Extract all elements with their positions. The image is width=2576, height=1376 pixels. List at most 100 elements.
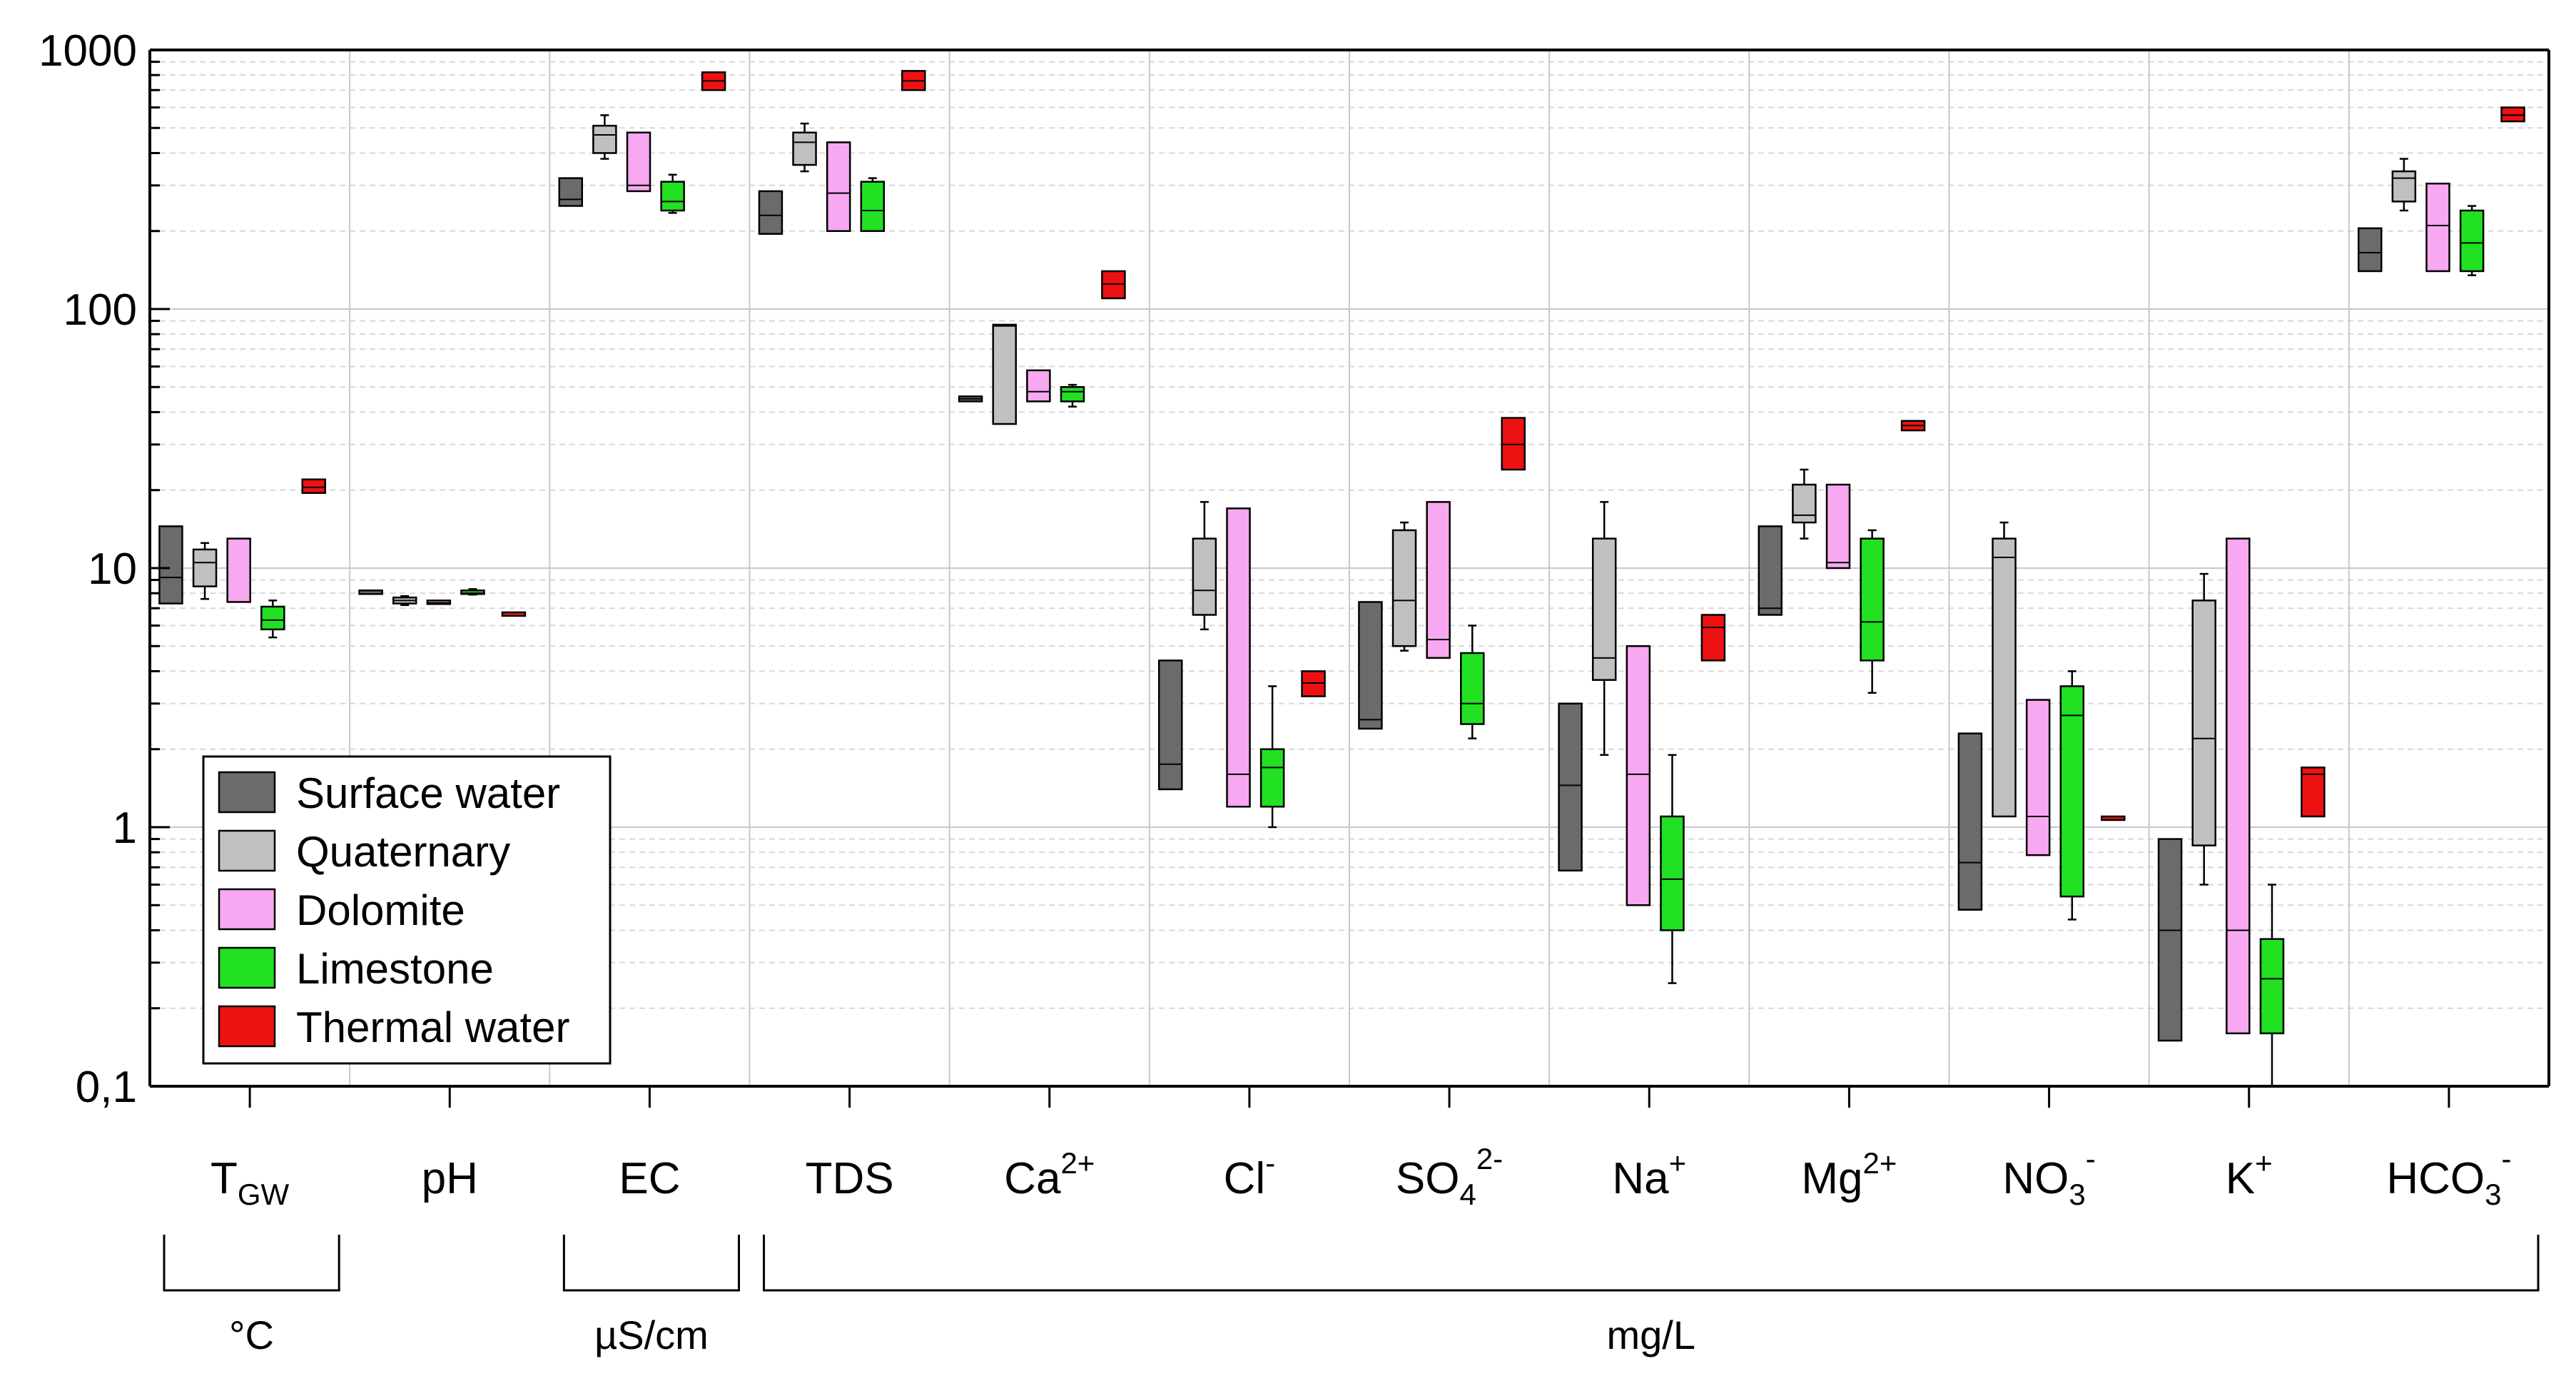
legend-label: Quaternary <box>296 828 510 876</box>
legend-label: Dolomite <box>296 886 465 934</box>
category-subscript: 3 <box>2485 1178 2501 1211</box>
category-label: Mg2+ <box>1801 1146 1897 1203</box>
box-2-9 <box>2025 699 2051 856</box>
y-tick-label: 1 <box>113 804 137 853</box>
box-1-7 <box>1591 537 1617 681</box>
category-label: Na+ <box>1612 1146 1686 1203</box>
category-superscript: 2+ <box>1060 1146 1095 1180</box>
box-2-7 <box>1626 645 1651 906</box>
category-base: pH <box>422 1154 478 1203</box>
legend-swatch <box>218 1005 276 1048</box>
y-tick-label: 0,1 <box>76 1063 137 1112</box>
box-4-10 <box>2301 767 2326 818</box>
box-3-11 <box>2459 209 2485 273</box>
box-3-8 <box>1860 537 1885 662</box>
box-2-11 <box>2425 182 2450 273</box>
unit-label: µS/cm <box>594 1312 709 1357</box>
box-2-10 <box>2226 537 2251 1035</box>
box-0-11 <box>2358 227 2383 273</box>
box-0-8 <box>1758 525 1783 616</box>
y-tick-label: 10 <box>88 545 137 594</box>
box-2-3 <box>826 141 851 232</box>
box-3-7 <box>1660 815 1685 931</box>
category-base: SO <box>1396 1154 1460 1203</box>
legend-label: Surface water <box>296 769 560 817</box>
y-tick-label: 1000 <box>39 26 137 76</box>
unit-label: °C <box>229 1312 274 1357</box>
box-3-10 <box>2259 938 2285 1035</box>
box-0-7 <box>1558 702 1583 872</box>
category-superscript: 2- <box>1476 1142 1503 1175</box>
box-4-7 <box>1700 614 1726 662</box>
box-3-3 <box>860 181 886 232</box>
box-0-5 <box>1158 659 1183 791</box>
box-2-8 <box>1825 483 1851 570</box>
box-2-5 <box>1226 507 1251 808</box>
box-2-4 <box>1026 369 1051 403</box>
category-label: Ca2+ <box>1004 1146 1095 1203</box>
legend: Surface water Quaternary Dolomite Limestone… <box>202 755 612 1065</box>
legend-swatch <box>218 888 276 931</box>
category-superscript: - <box>2501 1142 2511 1175</box>
box-0-0 <box>158 525 183 604</box>
unit-bracket <box>562 1235 740 1292</box>
category-label: NO3- <box>2002 1142 2095 1211</box>
box-1-5 <box>1192 537 1217 616</box>
box-layer <box>158 70 2525 1088</box>
unit-bracket <box>163 1235 340 1292</box>
legend-swatch <box>218 771 276 814</box>
box-1-3 <box>792 131 817 166</box>
category-base: NO <box>2002 1154 2069 1203</box>
box-2-0 <box>226 537 251 603</box>
category-subscript: 4 <box>1460 1178 1476 1211</box>
category-base: Na <box>1612 1154 1669 1203</box>
unit-label: mg/L <box>1607 1312 1696 1357</box>
box-4-4 <box>1101 270 1126 300</box>
box-1-0 <box>192 548 218 587</box>
unit-bracket <box>763 1235 2540 1292</box>
box-4-0 <box>301 478 326 494</box>
box-3-5 <box>1259 748 1285 808</box>
category-base: Cl <box>1224 1154 1266 1203</box>
box-3-6 <box>1460 652 1485 725</box>
box-3-9 <box>2059 685 2085 898</box>
box-0-10 <box>2157 838 2183 1042</box>
category-superscript: - <box>1265 1146 1275 1180</box>
box-4-6 <box>1501 417 1526 471</box>
category-label: HCO3- <box>2386 1142 2511 1211</box>
box-4-11 <box>2500 106 2525 123</box>
category-base: Ca <box>1004 1154 1061 1203</box>
box-1-11 <box>2391 170 2417 203</box>
category-subscript: GW <box>238 1178 290 1211</box>
category-base: K <box>2226 1154 2255 1203</box>
category-base: TDS <box>806 1154 894 1203</box>
box-0-3 <box>758 190 784 235</box>
category-base: HCO <box>2386 1154 2485 1203</box>
box-1-9 <box>1992 537 2017 818</box>
category-base: EC <box>619 1154 680 1203</box>
category-superscript: + <box>1669 1146 1687 1180</box>
box-1-6 <box>1391 529 1417 647</box>
category-label: TDS <box>806 1154 894 1203</box>
category-subscript: 3 <box>2069 1178 2085 1211</box>
category-label: SO42- <box>1396 1142 1503 1211</box>
y-tick-label: 100 <box>64 285 137 335</box>
box-3-2 <box>660 181 685 212</box>
legend-swatch <box>218 946 276 989</box>
box-0-9 <box>1957 732 1983 911</box>
category-label: TGW <box>211 1154 290 1211</box>
category-base: Mg <box>1801 1154 1862 1203</box>
legend-swatch <box>218 829 276 872</box>
box-1-10 <box>2191 600 2216 846</box>
box-2-6 <box>1426 501 1451 659</box>
legend-label: Limestone <box>296 945 494 993</box>
box-3-1 <box>460 590 485 595</box>
box-2-2 <box>626 131 651 193</box>
category-label: Cl- <box>1224 1146 1276 1203</box>
box-0-6 <box>1358 601 1383 730</box>
box-1-2 <box>592 124 617 154</box>
box-3-0 <box>260 605 285 631</box>
category-superscript: + <box>2255 1146 2273 1180</box>
